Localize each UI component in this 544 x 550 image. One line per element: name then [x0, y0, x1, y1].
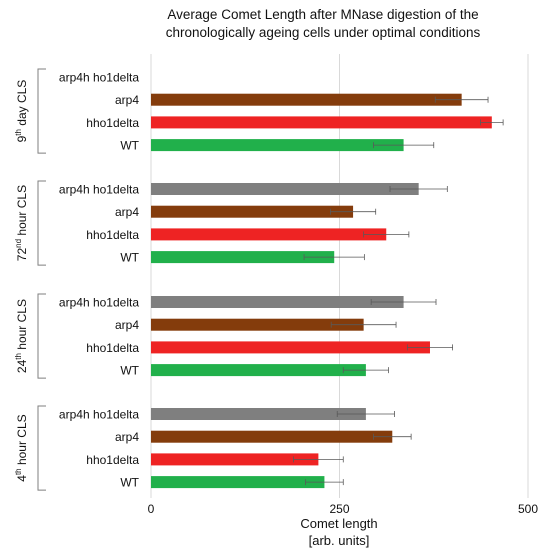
group-label: 4th hour CLS: [14, 414, 29, 481]
category-label: hho1delta: [86, 453, 139, 467]
bar: [151, 116, 492, 129]
group-label-number: 24: [15, 359, 29, 373]
group-label-text: hour CLS: [15, 299, 29, 353]
group-label-number: 9: [15, 135, 29, 142]
group-label: 24th hour CLS: [14, 299, 29, 373]
category-label: arp4h ho1delta: [59, 296, 139, 310]
category-label: arp4h ho1delta: [59, 71, 139, 85]
group-label: 72nd hour CLS: [14, 185, 29, 261]
category-label: WT: [120, 251, 139, 265]
bar: [151, 139, 404, 152]
group-label-text: day CLS: [15, 80, 29, 129]
bar: [151, 341, 430, 354]
x-axis-label-line-2: [arb. units]: [309, 533, 370, 548]
category-label: arp4: [115, 93, 139, 107]
x-tick-label: 500: [518, 502, 538, 516]
group-label: 9th day CLS: [14, 80, 29, 143]
group-bracket: [37, 68, 46, 154]
group-label-ordinal: th: [14, 129, 23, 136]
bars: [151, 93, 504, 489]
x-axis-label-line-1: Comet length: [300, 516, 377, 531]
category-label: arp4: [115, 430, 139, 444]
category-label: WT: [120, 476, 139, 490]
group-label-text: hour CLS: [15, 185, 29, 239]
category-label: arp4h ho1delta: [59, 183, 139, 197]
bar: [151, 408, 366, 420]
bar: [151, 476, 325, 489]
chart-title-line-1: Average Comet Length after MNase digesti…: [167, 7, 478, 22]
category-label: WT: [120, 139, 139, 153]
group-bracket: [37, 293, 46, 379]
bar: [151, 318, 364, 331]
category-label: arp4: [115, 318, 139, 332]
bar: [151, 364, 366, 377]
group-label-number: 72: [15, 248, 29, 262]
group-label-ordinal: th: [14, 353, 23, 360]
bar: [151, 205, 354, 218]
category-label: hho1delta: [86, 228, 139, 242]
x-tick-label: 0: [148, 502, 155, 516]
group-label-number: 4: [15, 475, 29, 482]
x-tick-labels: 0 250 500: [148, 502, 539, 516]
bar: [151, 453, 319, 466]
bar: [151, 183, 419, 195]
bar: [151, 93, 462, 106]
x-tick-label: 250: [329, 502, 349, 516]
bar: [151, 296, 404, 308]
bar: [151, 251, 335, 264]
group-label-ordinal: nd: [14, 239, 23, 248]
group-label-text: hour CLS: [15, 414, 29, 468]
category-label: arp4h ho1delta: [59, 408, 139, 422]
bar: [151, 228, 387, 241]
group-bracket: [37, 405, 46, 491]
group-label-ordinal: th: [14, 468, 23, 475]
category-label: arp4: [115, 205, 139, 219]
category-label: WT: [120, 364, 139, 378]
category-label: hho1delta: [86, 116, 139, 130]
category-label: hho1delta: [86, 341, 139, 355]
bar: [151, 430, 393, 443]
chart-title-line-2: chronologically ageing cells under optim…: [166, 25, 481, 40]
group-bracket: [37, 180, 46, 266]
category-labels: arp4h ho1delta arp4 hho1delta WT arp4h ho1de…: [59, 71, 140, 490]
